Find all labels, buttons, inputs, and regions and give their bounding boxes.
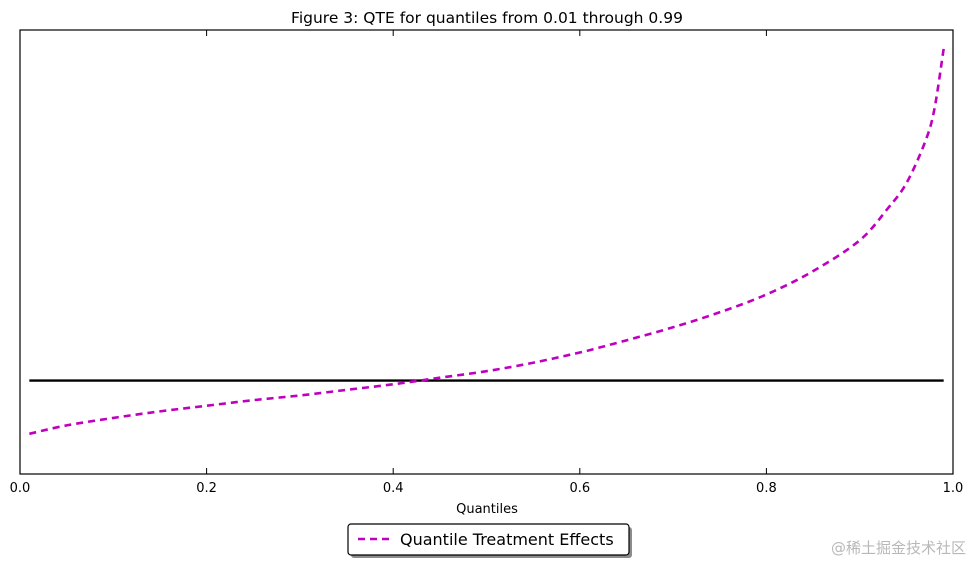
legend-entry-qte: Quantile Treatment Effects xyxy=(400,530,614,549)
x-tick-label: 0.2 xyxy=(196,481,217,496)
x-tick-label: 0.6 xyxy=(569,481,590,496)
x-axis-ticks: 0.0 0.2 0.4 0.6 0.8 1.0 xyxy=(10,30,964,496)
series-layer xyxy=(29,48,945,436)
legend: Quantile Treatment Effects xyxy=(347,523,632,558)
x-tick-label: 0.4 xyxy=(383,481,404,496)
x-axis-label: Quantiles xyxy=(456,502,518,517)
chart-title: Figure 3: QTE for quantiles from 0.01 th… xyxy=(291,9,683,27)
x-tick-label: 1.0 xyxy=(943,481,964,496)
x-tick-label: 0.8 xyxy=(756,481,777,496)
series-line-qte xyxy=(29,48,945,436)
x-tick-label: 0.0 xyxy=(10,481,31,496)
plot-frame xyxy=(19,29,954,475)
watermark: @稀土掘金技术社区 xyxy=(831,539,966,557)
legend-box xyxy=(347,523,630,556)
